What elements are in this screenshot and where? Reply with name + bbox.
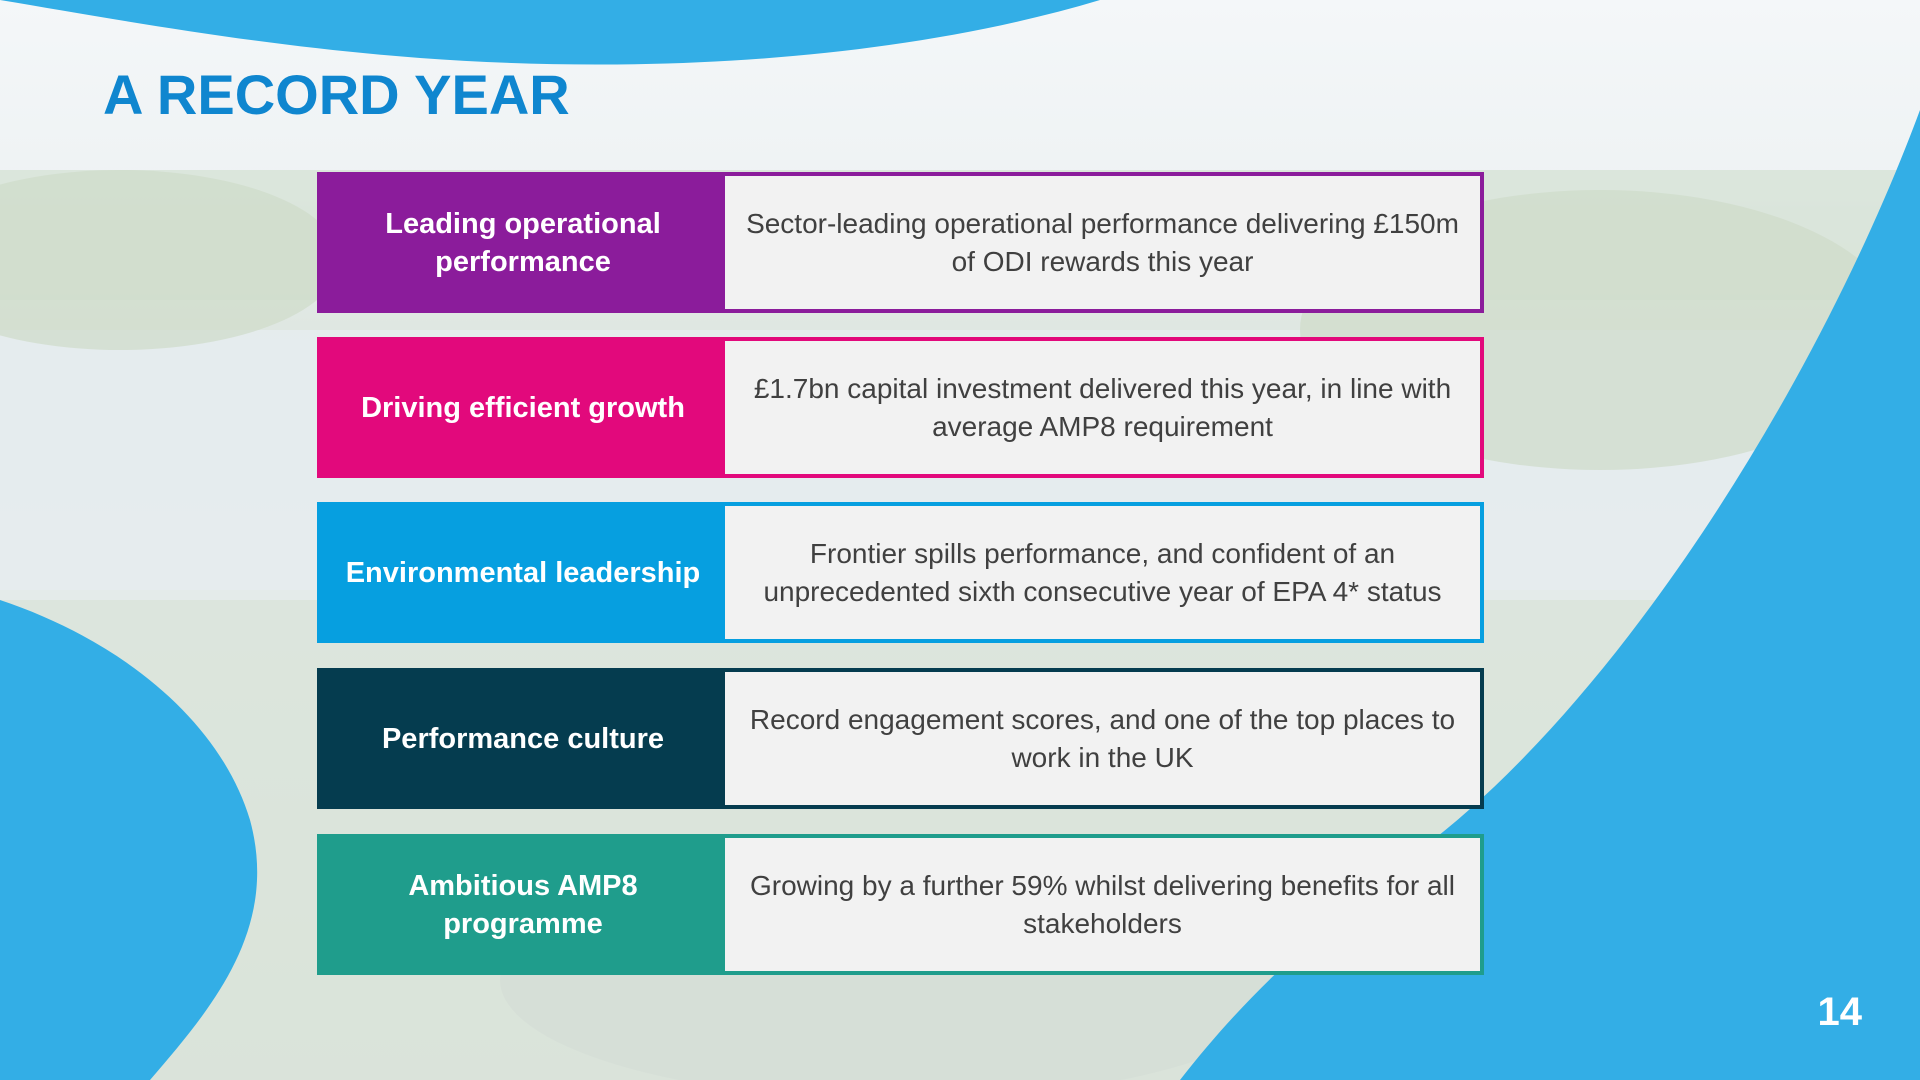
- highlight-label: Environmental leadership: [321, 506, 725, 639]
- page-number: 14: [1817, 990, 1863, 1034]
- left-blue-wave: [0, 600, 258, 1080]
- highlight-description: Sector-leading operational performance d…: [725, 176, 1480, 309]
- highlight-row-growth: Driving efficient growth £1.7bn capital …: [317, 337, 1484, 478]
- highlight-label: Performance culture: [321, 672, 725, 805]
- right-blue-wave: [1180, 110, 1920, 1080]
- highlight-row-amp8: Ambitious AMP8 programme Growing by a fu…: [317, 834, 1484, 975]
- highlight-description: Growing by a further 59% whilst deliveri…: [725, 838, 1480, 971]
- highlights-list: Leading operational performance Sector-l…: [317, 172, 1484, 999]
- highlight-label: Ambitious AMP8 programme: [321, 838, 725, 971]
- highlight-label: Driving efficient growth: [321, 341, 725, 474]
- slide-title: A RECORD YEAR: [103, 63, 570, 126]
- highlight-label: Leading operational performance: [321, 176, 725, 309]
- highlight-description: £1.7bn capital investment delivered this…: [725, 341, 1480, 474]
- highlight-row-culture: Performance culture Record engagement sc…: [317, 668, 1484, 809]
- highlight-row-environmental: Environmental leadership Frontier spills…: [317, 502, 1484, 643]
- top-blue-wave: [0, 0, 1100, 65]
- highlight-description: Record engagement scores, and one of the…: [725, 672, 1480, 805]
- highlight-row-operational: Leading operational performance Sector-l…: [317, 172, 1484, 313]
- highlight-description: Frontier spills performance, and confide…: [725, 506, 1480, 639]
